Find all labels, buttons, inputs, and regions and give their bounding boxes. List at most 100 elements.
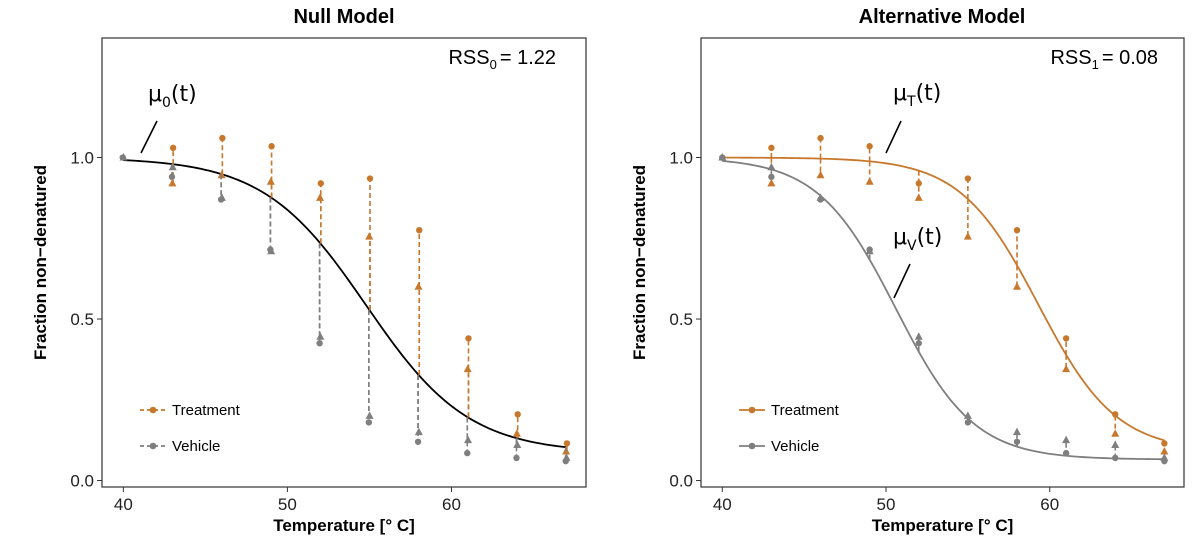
curve-label-arg: (t) (171, 82, 197, 107)
y-tick-label: 1.0 (669, 149, 693, 168)
rss-subscript: 1 (1092, 57, 1099, 72)
data-point-triangle (914, 332, 923, 340)
rss-main: RSS (1050, 47, 1091, 69)
x-axis-title: Temperature [° C] (872, 516, 1014, 535)
data-point-circle (366, 175, 374, 182)
data-point-circle (1161, 440, 1168, 447)
rss-label: RSS1 = 0.08 (1050, 47, 1158, 72)
rss-label: RSS0 = 1.22 (448, 47, 556, 72)
data-point-triangle (266, 177, 275, 185)
data-point-circle (1013, 226, 1021, 234)
curve-label-subscript: T (906, 94, 916, 110)
legend-label-treatment: Treatment (771, 402, 840, 419)
data-point-triangle (316, 332, 325, 340)
data-point-triangle (816, 193, 825, 201)
data-point-circle (414, 438, 422, 445)
data-layer (718, 134, 1169, 465)
data-point-triangle (414, 282, 423, 290)
curve-label-leader (893, 263, 911, 299)
data-point-circle (1013, 438, 1021, 445)
data-point-circle (416, 226, 423, 234)
data-point-circle (316, 340, 323, 347)
data-point-circle (317, 180, 325, 187)
x-tick-label: 60 (1040, 495, 1059, 514)
data-point-circle (268, 143, 275, 150)
data-point-circle (915, 340, 922, 347)
data-point-circle (219, 134, 226, 142)
data-point-triangle (316, 193, 325, 201)
data-point-triangle (816, 170, 825, 179)
data-point-circle (365, 419, 373, 426)
curve-label: μ0(t) (148, 82, 197, 111)
y-tick-label: 0.0 (70, 472, 94, 491)
data-point-circle (168, 173, 176, 181)
legend-label-treatment: Treatment (172, 402, 241, 419)
legend-key-marker (748, 406, 756, 414)
data-point-circle (768, 144, 775, 152)
data-point-circle (513, 454, 520, 462)
plot-frame (700, 37, 1185, 488)
y-tick-label: 0.5 (669, 310, 693, 329)
x-tick-label: 40 (114, 495, 133, 514)
data-point-circle (768, 173, 775, 181)
data-point-triangle (513, 440, 522, 449)
data-point-triangle (963, 232, 972, 240)
curve-label-mu: μ (893, 81, 907, 106)
data-point-triangle (767, 162, 776, 171)
data-point-triangle (718, 153, 727, 161)
rss-subscript: 0 (490, 57, 497, 72)
y-tick-label: 0.0 (669, 472, 693, 491)
data-point-triangle (1012, 282, 1021, 290)
plot-frame (101, 37, 587, 488)
curve-label-subscript: V (907, 238, 917, 254)
data-point-circle (514, 411, 521, 418)
x-tick-label: 60 (442, 495, 461, 514)
curve-label: μV(t) (893, 225, 942, 254)
data-layer (119, 134, 571, 465)
data-point-triangle (217, 193, 226, 201)
rss-value: = 1.22 (500, 47, 556, 69)
data-point-triangle (414, 427, 423, 436)
data-point-triangle (365, 411, 374, 419)
chart-title: Null Model (293, 6, 394, 28)
x-tick-label: 40 (713, 495, 732, 514)
legend-key-marker (149, 442, 157, 450)
data-point-triangle (168, 162, 177, 171)
data-point-circle (1112, 411, 1119, 418)
data-point-circle (1062, 449, 1070, 457)
y-tick-label: 1.0 (70, 149, 94, 168)
legend-key-marker (149, 406, 157, 414)
curve-label-leader (140, 120, 158, 154)
curve-label-arg: (t) (916, 81, 942, 106)
y-axis-title: Fraction non−denatured (31, 165, 50, 360)
data-point-circle (464, 449, 471, 457)
data-point-triangle (865, 246, 874, 255)
data-point-circle (817, 134, 824, 142)
fitted-curve-0 (123, 159, 567, 449)
x-tick-label: 50 (278, 495, 297, 514)
data-point-circle (169, 144, 177, 152)
data-point-triangle (865, 177, 874, 185)
data-point-circle (465, 335, 472, 342)
x-tick-label: 50 (877, 495, 896, 514)
legend-label-vehicle: Vehicle (172, 438, 220, 455)
data-point-triangle (963, 411, 972, 419)
data-point-triangle (1062, 435, 1071, 444)
data-point-triangle (168, 178, 177, 187)
data-point-triangle (1062, 364, 1071, 373)
curve-label-mu: μ (148, 82, 162, 107)
data-point-circle (964, 175, 972, 182)
data-point-circle (563, 440, 571, 447)
data-point-triangle (562, 453, 571, 461)
data-point-triangle (1111, 440, 1120, 449)
data-point-circle (964, 419, 972, 426)
legend-key-marker (748, 442, 756, 450)
y-axis-title: Fraction non−denatured (630, 165, 649, 360)
curve-label-mu: μ (893, 225, 907, 250)
data-point-triangle (1160, 446, 1169, 455)
panel-null-model: Null Model Temperature [° C] Fraction non−… (31, 6, 587, 535)
data-point-triangle (914, 193, 923, 201)
curve-label: μT(t) (893, 81, 941, 110)
data-point-circle (1062, 335, 1070, 342)
